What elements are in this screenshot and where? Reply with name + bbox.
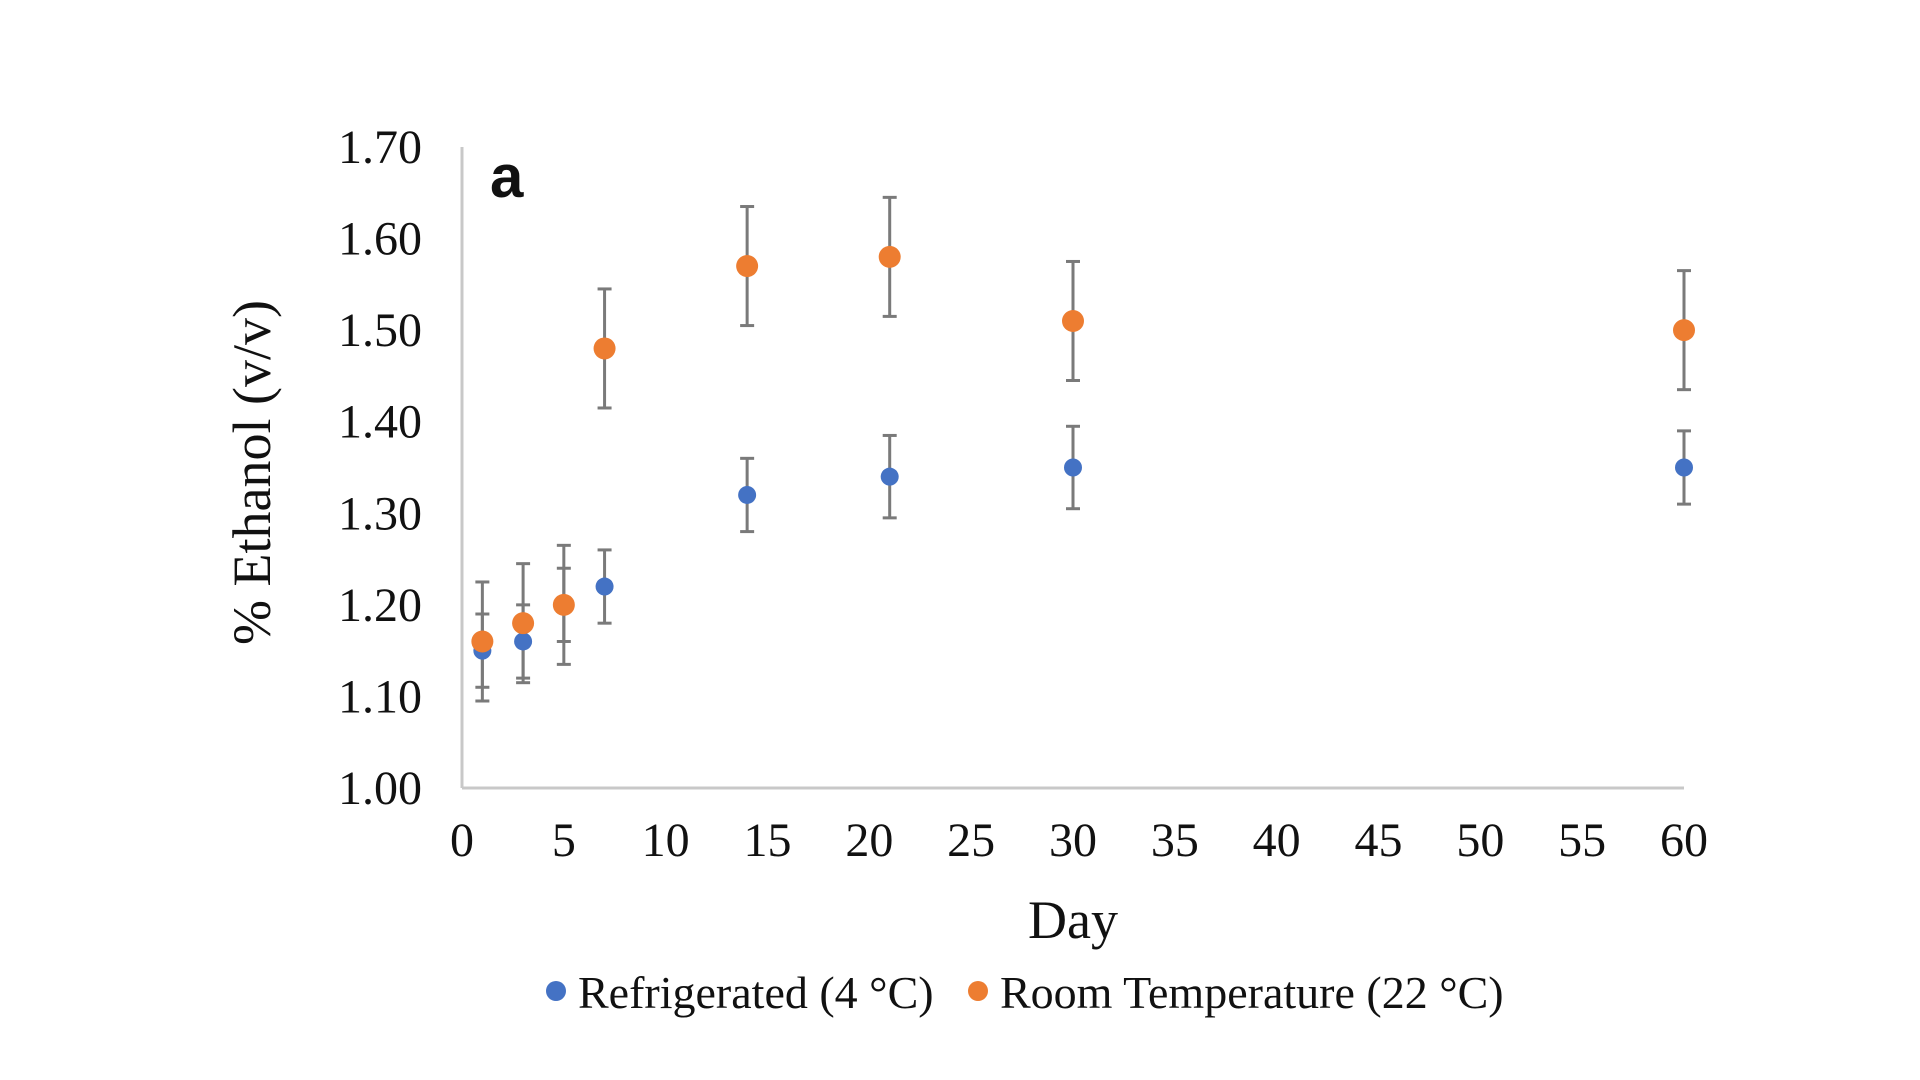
x-axis-ticks: 0 5 10 15 20 25 30 35 40 45 50 55 60 bbox=[450, 814, 1708, 867]
data-point bbox=[1673, 319, 1695, 342]
y-tick-label: 1.70 bbox=[338, 121, 422, 174]
x-tick-label: 15 bbox=[744, 814, 792, 867]
data-point bbox=[595, 577, 614, 596]
y-tick-label: 1.60 bbox=[338, 213, 422, 266]
legend-label: Refrigerated (4 °C) bbox=[578, 967, 934, 1018]
x-tick-label: 45 bbox=[1355, 814, 1403, 867]
x-tick-label: 25 bbox=[947, 814, 995, 867]
data-point bbox=[1064, 458, 1082, 477]
data-point bbox=[878, 245, 901, 268]
x-tick-label: 10 bbox=[642, 814, 690, 867]
data-point bbox=[593, 337, 616, 360]
x-tick-label: 55 bbox=[1558, 814, 1606, 867]
x-tick-label: 5 bbox=[552, 814, 576, 867]
x-axis-title: Day bbox=[1028, 890, 1118, 950]
data-point bbox=[738, 485, 757, 504]
error-bars bbox=[475, 195, 1691, 703]
legend-marker bbox=[546, 981, 566, 1001]
y-tick-label: 1.50 bbox=[338, 304, 422, 357]
data-point bbox=[471, 630, 494, 653]
y-tick-label: 1.40 bbox=[338, 396, 422, 449]
x-tick-label: 35 bbox=[1151, 814, 1199, 867]
data-point bbox=[1675, 458, 1693, 477]
data-points bbox=[471, 245, 1695, 660]
data-point bbox=[736, 255, 759, 278]
y-axis-title: % Ethanol (v/v) bbox=[222, 300, 282, 645]
x-tick-label: 60 bbox=[1660, 814, 1708, 867]
data-point bbox=[552, 593, 575, 616]
y-tick-label: 1.10 bbox=[338, 670, 422, 723]
y-tick-label: 1.00 bbox=[338, 762, 422, 815]
data-point bbox=[512, 612, 535, 635]
panel-label: a bbox=[490, 143, 524, 210]
legend: Refrigerated (4 °C) Room Temperature (22 … bbox=[546, 967, 1504, 1018]
y-tick-label: 1.30 bbox=[338, 487, 422, 540]
x-tick-label: 50 bbox=[1456, 814, 1504, 867]
x-tick-label: 20 bbox=[845, 814, 893, 867]
legend-label: Room Temperature (22 °C) bbox=[1000, 967, 1504, 1018]
x-tick-label: 40 bbox=[1253, 814, 1301, 867]
legend-marker bbox=[968, 981, 988, 1001]
y-axis-ticks: 1.00 1.10 1.20 1.30 1.40 1.50 1.60 1.70 bbox=[338, 121, 422, 815]
data-point bbox=[880, 467, 899, 486]
x-tick-label: 0 bbox=[450, 814, 474, 867]
y-tick-label: 1.20 bbox=[338, 579, 422, 632]
x-tick-label: 30 bbox=[1049, 814, 1097, 867]
data-point bbox=[1062, 309, 1084, 332]
data-point bbox=[514, 632, 533, 651]
